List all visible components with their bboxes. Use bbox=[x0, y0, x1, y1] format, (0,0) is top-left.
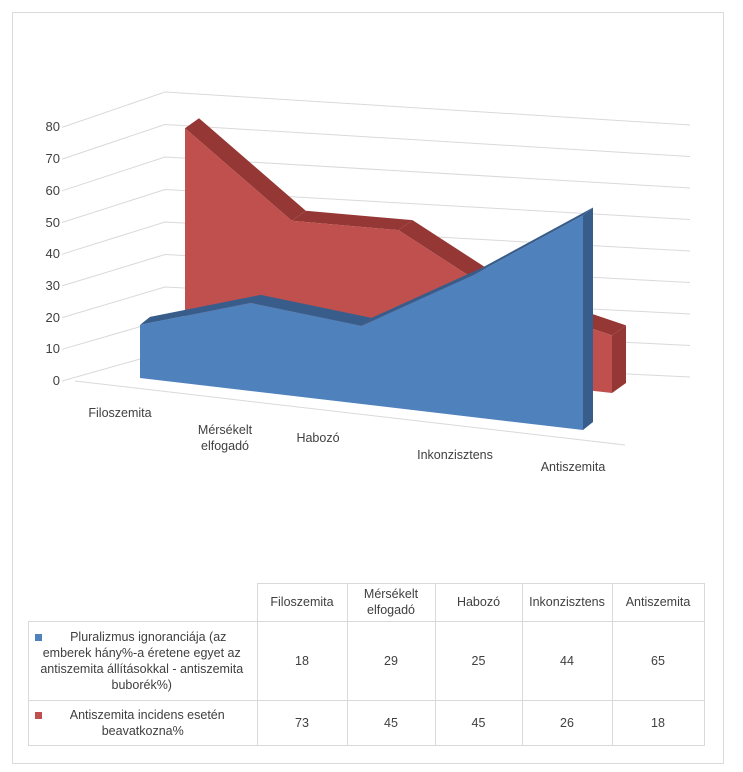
table-header: Filoszemita bbox=[256, 583, 348, 622]
gridline bbox=[61, 188, 691, 223]
legend-entry-red: Antiszemita incidens esetén beavatkozna% bbox=[28, 699, 258, 746]
table-cell: 44 bbox=[521, 620, 613, 701]
table-cell: 65 bbox=[611, 620, 705, 701]
table-cell: 29 bbox=[346, 620, 436, 701]
legend-key-red bbox=[35, 711, 42, 719]
y-tick-label: 40 bbox=[45, 246, 60, 262]
x-tick-label: Habozó bbox=[296, 431, 340, 445]
y-tick-label: 60 bbox=[45, 182, 60, 198]
chart-frame bbox=[12, 12, 724, 764]
y-tick-label: 80 bbox=[45, 119, 60, 135]
area-top-edge bbox=[185, 118, 306, 221]
legend-entry-blue: Pluralizmus ignoranciája (az emberek hán… bbox=[28, 620, 258, 701]
gridline bbox=[61, 156, 691, 192]
x-tick-label: Mérsékelt elfogadó bbox=[197, 423, 253, 453]
gridline bbox=[61, 221, 691, 255]
table-cell: 18 bbox=[611, 699, 705, 746]
table-header: Habozó bbox=[434, 583, 523, 622]
y-tick-label: 50 bbox=[45, 214, 60, 230]
x-axis-line bbox=[74, 380, 626, 446]
table-row: Pluralizmus ignoranciája (az emberek hán… bbox=[28, 620, 705, 701]
y-tick-label: 0 bbox=[52, 373, 60, 388]
area-side-edge bbox=[583, 207, 593, 430]
table-cell: 18 bbox=[256, 620, 348, 701]
table-cell: 25 bbox=[434, 620, 523, 701]
table-cell: 45 bbox=[434, 699, 523, 746]
area-series bbox=[140, 215, 583, 430]
table-row: Antiszemita incidens esetén beavatkozna%… bbox=[28, 699, 705, 746]
data-table: Filoszemita Mérsékelt elfogadó Habozó Ink… bbox=[28, 583, 705, 746]
table-header: Antiszemita bbox=[611, 583, 705, 622]
gridline bbox=[61, 123, 691, 160]
table-cell: 73 bbox=[256, 699, 348, 746]
y-tick-label: 70 bbox=[45, 151, 60, 167]
x-tick-label: Inkonzisztens bbox=[417, 448, 493, 462]
area-top-edge bbox=[361, 267, 483, 326]
area-side-edge bbox=[612, 325, 626, 393]
x-tick-label: Filoszemita bbox=[88, 406, 152, 420]
x-tick-label: Antiszemita bbox=[540, 460, 606, 474]
y-tick-label: 30 bbox=[45, 277, 60, 293]
table-header: Inkonzisztens bbox=[521, 583, 613, 622]
table-header: Mérsékelt elfogadó bbox=[346, 583, 436, 622]
area-top-edge bbox=[472, 207, 593, 276]
area-top-edge bbox=[291, 210, 413, 231]
gridline bbox=[61, 91, 691, 128]
table-cell: 45 bbox=[346, 699, 436, 746]
y-tick-label: 20 bbox=[45, 309, 60, 325]
area-top-edge bbox=[250, 294, 372, 326]
legend-key-blue bbox=[35, 633, 42, 641]
table-cell: 26 bbox=[521, 699, 613, 746]
area-top-edge bbox=[140, 294, 261, 325]
table-header-row: Filoszemita Mérsékelt elfogadó Habozó Ink… bbox=[28, 583, 705, 622]
y-tick-label: 10 bbox=[45, 341, 60, 357]
